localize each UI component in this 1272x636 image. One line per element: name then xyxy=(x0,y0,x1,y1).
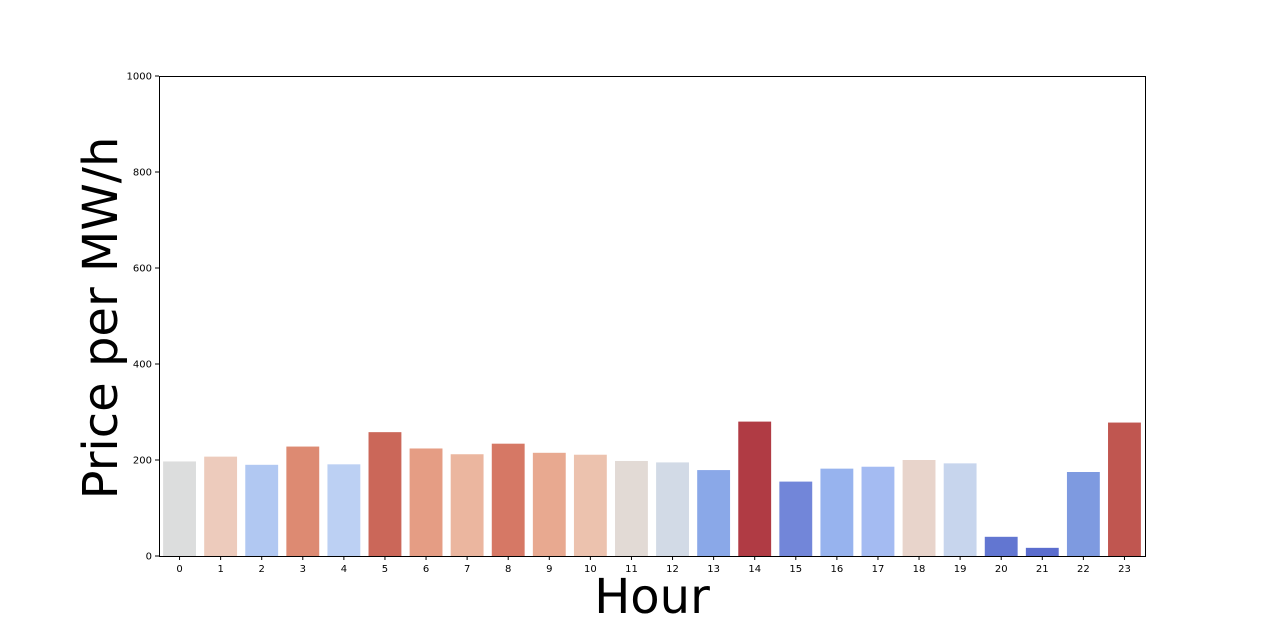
bar-hour-15 xyxy=(779,481,813,556)
bar-hour-8 xyxy=(491,443,525,556)
x-tick-label: 0 xyxy=(176,564,182,575)
bar-hour-10 xyxy=(573,454,607,556)
x-tick-label: 19 xyxy=(954,564,967,575)
x-tick-label: 3 xyxy=(300,564,306,575)
bar-hour-21 xyxy=(1025,547,1059,556)
x-tick-label: 9 xyxy=(546,564,552,575)
x-tick-label: 8 xyxy=(505,564,511,575)
x-tick-label: 1 xyxy=(217,564,223,575)
bar-hour-22 xyxy=(1066,472,1100,556)
x-tick-label: 15 xyxy=(789,564,802,575)
bar-hour-7 xyxy=(450,454,484,556)
y-tick-label: 200 xyxy=(133,456,152,467)
x-tick-label: 23 xyxy=(1118,564,1131,575)
x-tick-label: 2 xyxy=(259,564,265,575)
bar-hour-17 xyxy=(861,466,895,556)
y-axis-ticks: 0 200 400 600 800 1000 xyxy=(127,72,159,563)
x-tick-label: 6 xyxy=(423,564,429,575)
bar-hour-23 xyxy=(1108,422,1141,556)
x-axis-label: Hour xyxy=(594,569,710,625)
x-tick-label: 17 xyxy=(872,564,885,575)
bar-hour-2 xyxy=(245,464,279,556)
x-tick-label: 21 xyxy=(1036,564,1049,575)
y-tick-label: 400 xyxy=(133,360,152,371)
bar-hour-0 xyxy=(163,461,196,556)
bar-hour-1 xyxy=(204,456,238,556)
bar-hour-20 xyxy=(984,536,1018,556)
bar-hour-9 xyxy=(532,452,566,556)
x-tick-label: 11 xyxy=(625,564,638,575)
bar-hour-5 xyxy=(368,432,402,556)
bar-hour-19 xyxy=(943,463,977,556)
x-tick-label: 18 xyxy=(913,564,926,575)
x-tick-label: 4 xyxy=(341,564,347,575)
x-tick-label: 7 xyxy=(464,564,470,575)
bar-hour-6 xyxy=(409,448,443,556)
x-tick-label: 13 xyxy=(707,564,720,575)
y-tick-label: 0 xyxy=(146,552,152,563)
y-tick-label: 800 xyxy=(133,168,152,179)
x-tick-label: 5 xyxy=(382,564,388,575)
bar-hour-3 xyxy=(286,446,320,556)
bar-hour-18 xyxy=(902,460,936,556)
y-axis-label: Price per MW/h xyxy=(73,137,129,500)
bar-hour-11 xyxy=(615,460,648,556)
bars-group xyxy=(163,421,1141,556)
bar-hour-14 xyxy=(738,421,772,556)
bar-hour-13 xyxy=(697,470,731,556)
y-tick-label: 1000 xyxy=(127,72,152,83)
x-tick-label: 16 xyxy=(831,564,844,575)
x-tick-label: 22 xyxy=(1077,564,1090,575)
bar-hour-16 xyxy=(820,468,854,556)
x-tick-label: 10 xyxy=(584,564,597,575)
y-tick-label: 600 xyxy=(133,264,152,275)
bar-hour-12 xyxy=(656,462,689,556)
x-tick-label: 14 xyxy=(748,564,761,575)
plot-frame xyxy=(159,76,1146,557)
x-tick-label: 12 xyxy=(666,564,679,575)
bar-hour-4 xyxy=(327,464,361,556)
x-tick-label: 20 xyxy=(995,564,1008,575)
